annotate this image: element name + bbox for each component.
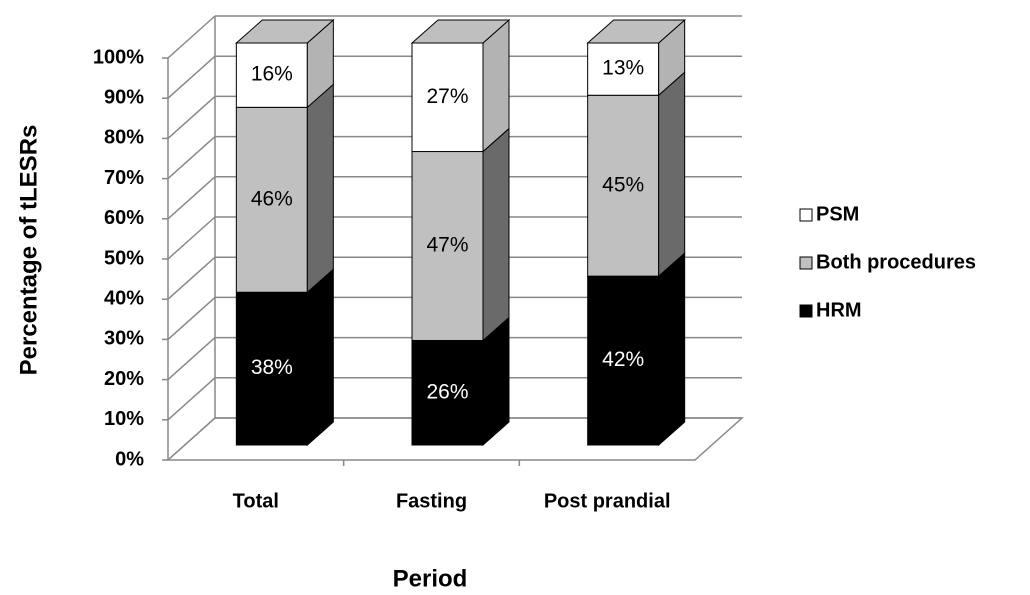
y-tick-label: 100% bbox=[93, 46, 144, 68]
bar-top bbox=[235, 19, 335, 44]
grid-line bbox=[167, 176, 216, 220]
x-tick-label: Total bbox=[233, 490, 279, 512]
bar-segment bbox=[411, 42, 484, 153]
y-tick-label: 20% bbox=[104, 368, 144, 390]
value-label: 42% bbox=[602, 348, 644, 371]
grid-line bbox=[167, 95, 216, 139]
grid-line bbox=[167, 417, 216, 461]
value-label: 26% bbox=[426, 380, 468, 403]
grid-line bbox=[167, 216, 216, 260]
legend-label: PSM bbox=[816, 203, 859, 225]
y-tick-label: 80% bbox=[104, 127, 144, 149]
legend-swatch bbox=[799, 208, 813, 222]
bar-side bbox=[658, 252, 686, 447]
y-tick-label: 50% bbox=[104, 247, 144, 269]
y-tick-label: 90% bbox=[104, 86, 144, 108]
bar-side bbox=[658, 71, 686, 278]
y-tick-label: 70% bbox=[104, 167, 144, 189]
grid-line bbox=[167, 377, 216, 421]
value-label: 27% bbox=[426, 85, 468, 108]
bar-side bbox=[306, 268, 334, 447]
value-label: 46% bbox=[251, 187, 293, 210]
legend-label: Both procedures bbox=[816, 251, 976, 273]
bar-segment bbox=[411, 339, 484, 446]
bar-top bbox=[586, 19, 686, 44]
bar-top bbox=[410, 19, 511, 44]
bar-side bbox=[306, 83, 334, 294]
legend-swatch bbox=[799, 304, 813, 318]
grid-line bbox=[167, 136, 216, 180]
grid-line bbox=[167, 55, 216, 99]
x-tick-label: Post prandial bbox=[544, 490, 671, 512]
value-label: 47% bbox=[426, 234, 468, 257]
legend-label: HRM bbox=[816, 299, 862, 321]
y-axis-title: Percentage of tLESRs bbox=[15, 125, 42, 376]
y-tick-label: 30% bbox=[104, 328, 144, 350]
y-tick-label: 40% bbox=[104, 287, 144, 309]
bar-side bbox=[482, 127, 510, 342]
bar-segment bbox=[235, 42, 308, 108]
y-tick-label: 10% bbox=[104, 408, 144, 430]
grid-line bbox=[167, 296, 216, 340]
value-label: 16% bbox=[251, 63, 293, 86]
y-tick-label: 0% bbox=[115, 448, 144, 470]
y-tick-label: 60% bbox=[104, 207, 144, 229]
value-label: 38% bbox=[251, 356, 293, 379]
value-label: 45% bbox=[602, 173, 644, 196]
bar-segment bbox=[411, 151, 484, 341]
value-label: 13% bbox=[602, 57, 644, 80]
grid-line bbox=[167, 15, 216, 59]
x-axis-title: Period bbox=[393, 565, 468, 592]
legend-swatch bbox=[799, 256, 813, 270]
bar-segment bbox=[235, 106, 308, 293]
grid-line bbox=[167, 337, 216, 381]
x-tick-label: Fasting bbox=[396, 490, 467, 512]
bar-segment bbox=[587, 42, 660, 96]
grid-line bbox=[167, 256, 216, 300]
